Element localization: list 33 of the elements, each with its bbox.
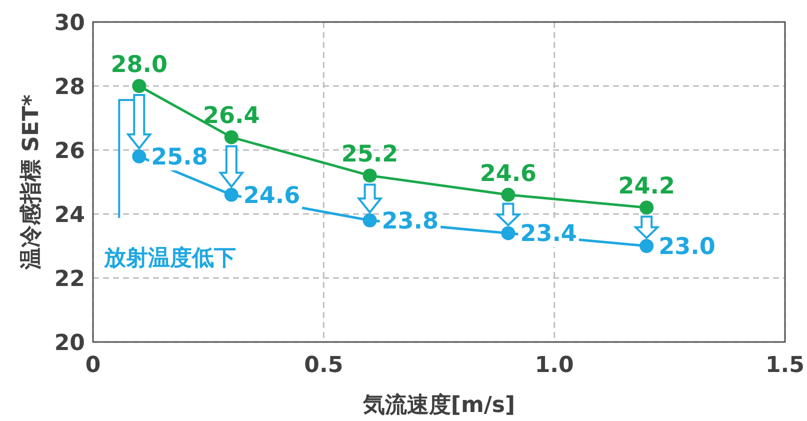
data-label: 25.2 bbox=[341, 142, 398, 168]
data-label: 25.8 bbox=[151, 144, 208, 170]
annotation: 放射温度低下 bbox=[103, 245, 236, 271]
x-tick-label: 1.0 bbox=[534, 353, 574, 378]
point bbox=[362, 168, 377, 183]
point bbox=[362, 213, 377, 228]
data-label: 24.6 bbox=[480, 160, 537, 187]
y-axis-title: 温冷感指標 SET* bbox=[19, 94, 44, 271]
data-label: 28.0 bbox=[110, 52, 168, 78]
x-tick-label: 1.5 bbox=[766, 353, 804, 378]
x-axis-title: 気流速度[m/s] bbox=[362, 392, 516, 418]
point bbox=[132, 149, 146, 164]
point bbox=[224, 130, 238, 144]
x-tick-label: 0 bbox=[85, 353, 101, 378]
y-tick-label: 28 bbox=[54, 75, 85, 100]
point bbox=[132, 79, 146, 93]
point bbox=[640, 239, 654, 253]
data-label: 24.2 bbox=[618, 174, 675, 200]
point bbox=[640, 200, 654, 215]
point bbox=[501, 188, 516, 202]
data-label: 23.4 bbox=[520, 221, 577, 248]
data-label: 23.0 bbox=[658, 234, 716, 260]
x-tick-label: 0.5 bbox=[304, 353, 344, 378]
data-label: 26.4 bbox=[203, 103, 260, 130]
y-tick-label: 24 bbox=[54, 203, 85, 228]
data-label: 23.8 bbox=[382, 208, 439, 234]
data-label: 24.6 bbox=[243, 182, 300, 209]
y-tick-label: 30 bbox=[54, 11, 85, 36]
point bbox=[224, 188, 238, 202]
point bbox=[501, 226, 516, 240]
y-tick-label: 26 bbox=[54, 139, 85, 164]
y-tick-label: 22 bbox=[54, 267, 85, 292]
y-tick-label: 20 bbox=[54, 331, 85, 356]
